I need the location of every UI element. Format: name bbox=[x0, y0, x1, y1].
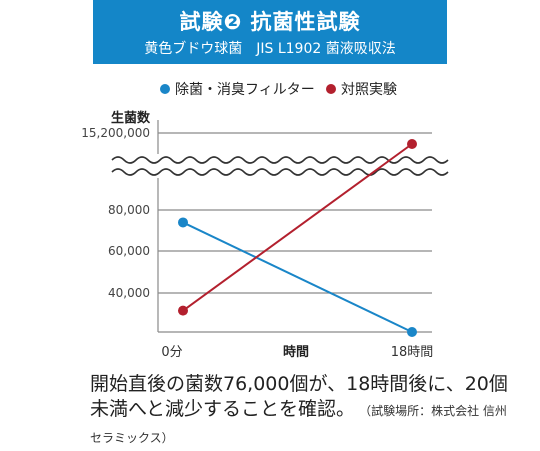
axis-break-wave-upper bbox=[111, 156, 449, 164]
x-tick-0: 0分 bbox=[161, 345, 182, 360]
legend-label-filter: 除菌・消臭フィルター bbox=[175, 82, 315, 98]
y-tick-40000: 40,000 bbox=[108, 286, 150, 300]
data-point-0-1 bbox=[407, 327, 417, 337]
data-point-1-0 bbox=[178, 305, 188, 316]
chart-subtitle: 黄色ブドウ球菌 JIS L1902 菌液吸収法 bbox=[144, 41, 396, 57]
legend: 除菌・消臭フィルター 対照実験 bbox=[160, 82, 397, 98]
series-line-1 bbox=[182, 143, 413, 312]
axis-break bbox=[111, 154, 449, 178]
series-layer bbox=[178, 139, 417, 337]
series-line-0 bbox=[182, 221, 413, 333]
legend-label-control: 対照実験 bbox=[341, 82, 397, 98]
legend-marker-filter bbox=[160, 84, 170, 94]
legend-marker-control bbox=[326, 84, 336, 94]
y-axis-label: 生菌数 bbox=[111, 110, 151, 126]
title-banner: 試験❷ 抗菌性試験 黄色ブドウ球菌 JIS L1902 菌液吸収法 bbox=[93, 0, 447, 64]
y-tick-80000: 80,000 bbox=[108, 203, 150, 217]
caption-note: （試験場所：株式会社 信州セラミックス） bbox=[90, 404, 507, 445]
grid bbox=[157, 120, 432, 333]
x-axis-label: 時間 bbox=[283, 344, 309, 360]
y-tick-60000: 60,000 bbox=[108, 244, 150, 258]
chart: 除菌・消臭フィルター 対照実験 生菌数 15,200,000 80,000 60… bbox=[81, 82, 449, 360]
axis-break-wave-lower bbox=[111, 168, 449, 176]
x-tick-1: 18時間 bbox=[391, 345, 434, 360]
data-point-0-0 bbox=[178, 217, 188, 228]
caption-text: 開始直後の菌数76,000個が、18時間後に、20個未満へと減少することを確認。 bbox=[90, 373, 508, 420]
chart-title: 試験❷ 抗菌性試験 bbox=[179, 10, 361, 34]
caption: 開始直後の菌数76,000個が、18時間後に、20個未満へと減少することを確認。… bbox=[90, 372, 510, 451]
y-tick-top-label: 15,200,000 bbox=[81, 126, 150, 140]
data-point-1-1 bbox=[407, 139, 417, 149]
